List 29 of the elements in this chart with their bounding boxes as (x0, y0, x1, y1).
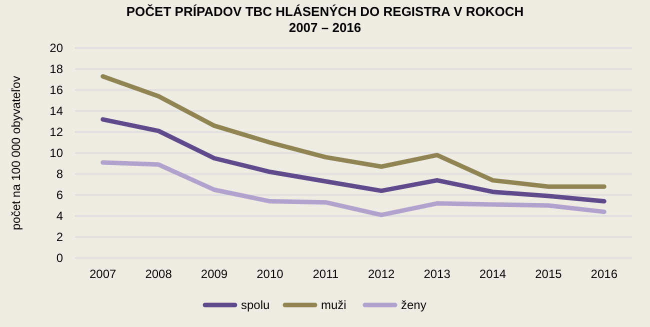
legend-label: muži (321, 298, 346, 312)
line-series (100, 160, 606, 218)
x-tick-label: 2011 (312, 267, 339, 281)
x-tick-label: 2015 (535, 267, 562, 281)
y-tick-label: 12 (50, 125, 64, 140)
y-tick-label: 6 (56, 188, 64, 202)
y-tick-label: 18 (50, 62, 64, 76)
x-tick-label: 2014 (479, 267, 506, 281)
y-tick-label: 10 (50, 146, 64, 160)
line-series (100, 117, 606, 204)
y-tick-label: 2 (56, 230, 64, 244)
x-tick-label: 2010 (256, 267, 284, 281)
x-tick-label: 2007 (90, 267, 117, 281)
y-tick-label: 16 (50, 83, 64, 98)
y-tick-label: 20 (50, 41, 64, 56)
x-tick-label: 2016 (590, 267, 618, 281)
y-tick-label: 8 (56, 167, 64, 182)
chart-title: POČET PRÍPADOV TBC HLÁSENÝCH DO REGISTRA V ROKOCH 2007 – 2016 (126, 4, 524, 35)
legend-label: ženy (401, 298, 426, 312)
line-series (100, 74, 606, 189)
x-tick-label: 2008 (145, 267, 172, 281)
y-tick-label: 14 (50, 104, 64, 118)
legend-label: spolu (241, 298, 270, 312)
y-tick-label: 4 (56, 209, 64, 224)
y-tick-label: 0 (56, 251, 64, 266)
x-tick-label: 2012 (368, 267, 396, 281)
y-axis-title: počet na 100 000 obyvateľov (9, 76, 23, 230)
x-tick-label: 2013 (424, 267, 451, 281)
x-tick-label: 2009 (200, 267, 228, 281)
